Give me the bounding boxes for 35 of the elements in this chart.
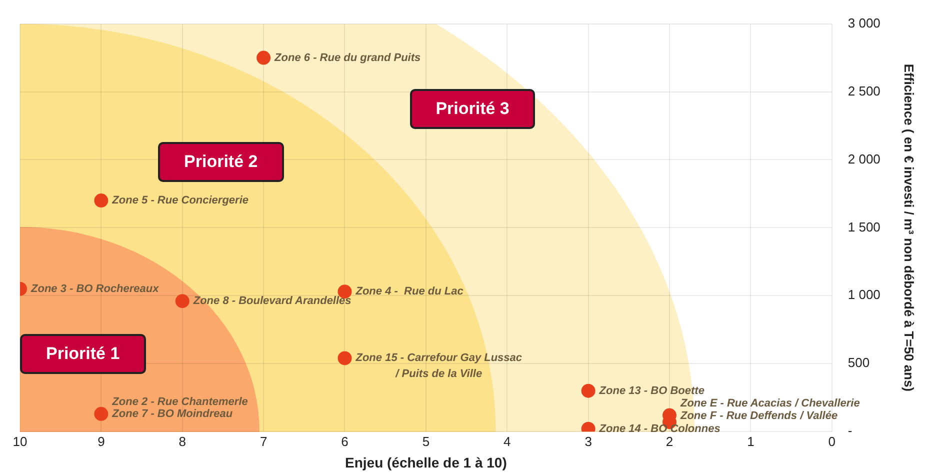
x-tick-label: 10	[12, 434, 28, 449]
x-axis-title: Enjeu (échelle de 1 à 10)	[345, 454, 507, 470]
x-tick-label: 0	[828, 434, 836, 449]
y-tick-label: -	[848, 423, 852, 438]
annotation: Zone 8 - Boulevard Arandelles	[192, 295, 352, 308]
annotation: Priorité 3	[410, 89, 536, 130]
x-tick-label: 9	[98, 434, 105, 449]
annotation: Zone 14 - BO Colonnes	[598, 422, 720, 435]
annotation: Zone 4 - Rue du Lac	[354, 286, 464, 298]
y-tick-label: 2 000	[848, 151, 880, 166]
y-axis-title: Efficience ( en € investi / m³ non débordé à T=50 ans)	[902, 64, 917, 392]
x-tick-label: 4	[504, 434, 511, 449]
annotation: Zone 3 - BO Rochereaux	[30, 282, 160, 295]
annotation: Zone 7 - BO Moindreau	[111, 408, 233, 420]
annotation: Zone 13 - BO Boette	[598, 384, 704, 397]
x-tick-label: 3	[584, 434, 592, 449]
x-tick-label: 7	[260, 434, 268, 449]
annotation: Zone 6 - Rue du grand Puits	[274, 52, 421, 64]
x-tick-label: 6	[341, 434, 348, 449]
x-tick-label: 5	[422, 434, 430, 449]
annotation: Priorité 2	[158, 142, 284, 182]
annotation: Zone E - Rue Acacias / Chevallerie	[679, 397, 860, 410]
annotation: Zone F - Rue Deffends / Vallée	[679, 410, 838, 422]
y-tick-label: 500	[848, 355, 870, 370]
y-tick-label: 2 500	[848, 83, 880, 98]
y-tick-label: 3 000	[848, 15, 880, 30]
y-tick-label: 1 500	[848, 219, 880, 234]
y-tick-label: 1 000	[848, 287, 880, 302]
x-tick-label: 2	[666, 434, 674, 449]
x-tick-label: 1	[747, 434, 754, 449]
x-tick-label: 8	[178, 434, 186, 449]
annotation: Zone 15 - Carrefour Gay Lussac / Puits de la Ville	[354, 352, 522, 380]
annotation: Zone 5 - Rue Conciergerie	[111, 194, 248, 207]
annotation: Zone 2 - Rue Chantemerle	[111, 396, 248, 408]
annotation: Priorité 1	[20, 334, 146, 374]
